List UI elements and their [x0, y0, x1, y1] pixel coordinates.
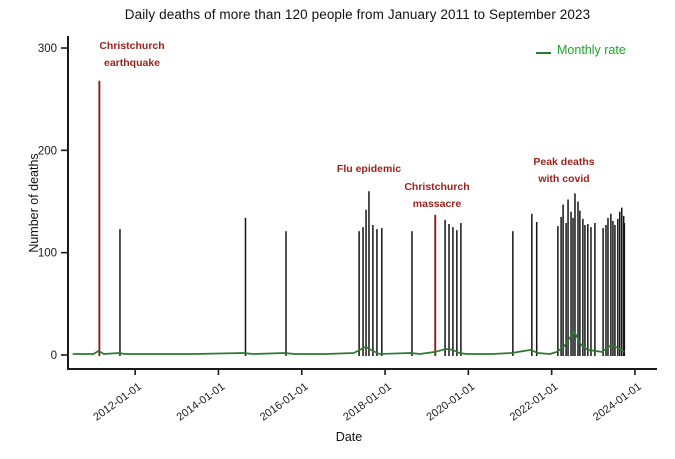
monthly-rate-line: [72, 330, 625, 355]
x-tick-label: 2022-01-01: [508, 381, 561, 424]
legend-line-swatch: [536, 52, 551, 54]
event-annotation: Flu epidemic: [336, 163, 402, 175]
x-axis-title: Date: [335, 430, 363, 444]
chart-title: Daily deaths of more than 120 people fro…: [124, 7, 591, 22]
x-tick-label: 2012-01-01: [91, 381, 144, 424]
y-tick-label: 0: [51, 350, 57, 362]
x-tick-label: 2014-01-01: [175, 381, 228, 424]
legend: Monthly rate: [536, 43, 626, 57]
y-tick-label: 100: [38, 248, 57, 260]
y-tick-label: 300: [38, 43, 57, 55]
event-annotation: Christchurch massacre: [404, 181, 470, 210]
x-tick-label: 2020-01-01: [425, 381, 478, 424]
y-tick-label: 200: [38, 145, 57, 157]
event-annotation: Christchurch earthquake: [99, 40, 165, 69]
x-tick-label: 2018-01-01: [341, 381, 394, 424]
legend-label: Monthly rate: [557, 43, 626, 57]
x-tick-label: 2016-01-01: [258, 381, 311, 424]
x-tick-label: 2024-01-01: [591, 381, 644, 424]
event-annotation: Peak deaths with covid: [533, 156, 595, 185]
